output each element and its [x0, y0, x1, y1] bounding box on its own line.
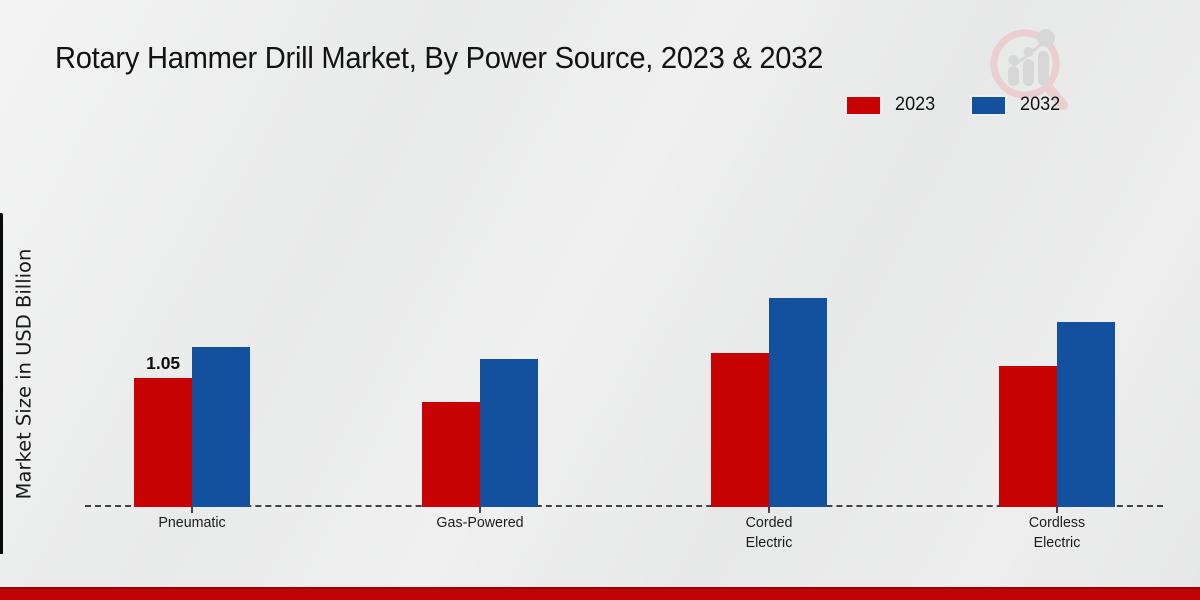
bar-2032-corded-electric	[768, 298, 827, 507]
legend-item-2023: 2023	[845, 94, 936, 116]
bar-2023-corded-electric	[710, 353, 769, 507]
bar-2023-cordless-electric	[998, 366, 1057, 507]
x-axis-tick-pneumatic	[191, 507, 194, 513]
left-edge-artifact	[0, 213, 3, 554]
category-label-pneumatic: Pneumatic	[158, 514, 226, 531]
bar-2032-gas-powered	[480, 359, 539, 507]
bar-2032-pneumatic	[192, 347, 251, 507]
magnifier-bar-chart-logo-icon	[990, 29, 1068, 110]
x-axis-tick-cordless-electric	[1055, 507, 1058, 513]
legend-label-2023: 2023	[895, 94, 936, 115]
bar-2032-cordless-electric	[1056, 322, 1115, 507]
category-label-corded-electric: Corded Electric	[745, 514, 792, 551]
legend-swatch-2023	[845, 94, 882, 116]
legend-item-2032: 2032	[970, 94, 1061, 116]
footer-red-band	[0, 587, 1200, 600]
chart-title: Rotary Hammer Drill Market, By Power Sou…	[55, 40, 824, 75]
value-label-pneumatic-2023: 1.05	[146, 353, 181, 373]
legend: 2023 2032	[845, 94, 1062, 116]
category-label-cordless-electric: Cordless Electric	[1028, 514, 1085, 551]
category-label-gas-powered: Gas-Powered	[436, 514, 524, 531]
legend-swatch-2032	[970, 94, 1008, 116]
legend-label-2032: 2032	[1020, 94, 1061, 115]
x-axis-tick-gas-powered	[479, 507, 482, 513]
bar-2023-pneumatic	[134, 378, 193, 507]
x-axis-tick-corded-electric	[767, 507, 770, 513]
x-axis-line	[85, 505, 1163, 507]
bar-2023-gas-powered	[422, 402, 481, 507]
